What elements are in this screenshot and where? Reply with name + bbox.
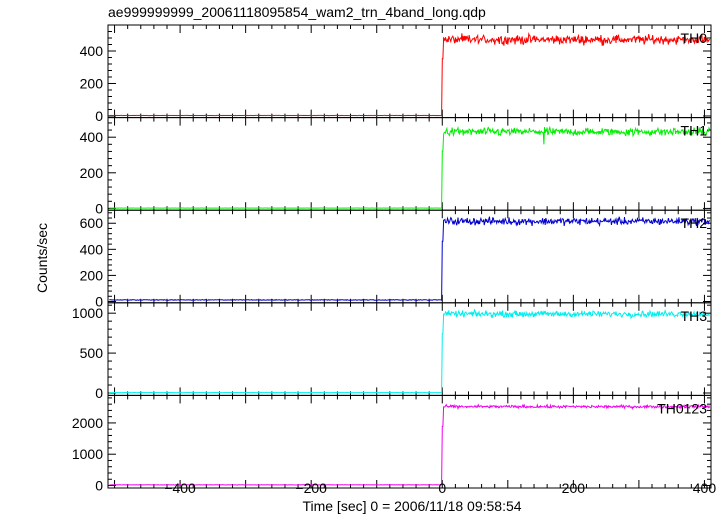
series-label-th1: TH1 [681,123,708,139]
panel-frame-th2 [107,209,712,304]
y-axis-label: Counts/sec [34,222,50,294]
x-tick-label: 0 [438,480,446,496]
y-tick-label-th3: 0 [95,385,103,401]
y-tick-label-th1: 200 [80,165,104,181]
series-line-th0 [109,31,711,117]
x-tick-label: −200 [295,480,327,496]
y-tick-label-th3: 1000 [72,305,103,321]
y-tick-label-th0123: 1000 [72,446,103,462]
x-tick-label: −400 [164,480,196,496]
x-axis-label: Time [sec] 0 = 2006/11/18 09:58:54 [302,498,522,514]
y-tick-label-th0: 200 [80,75,104,91]
y-tick-label-th0: 0 [95,108,103,124]
panel-frame-th1 [107,117,712,211]
series-label-th0: TH0 [681,30,708,46]
y-tick-label-th1: 400 [80,129,104,145]
panel-frame-th0123 [107,394,712,489]
x-tick-label: 200 [562,480,586,496]
y-tick-label-th2: 400 [80,241,104,257]
y-tick-label-th1: 0 [95,200,103,216]
y-tick-label-th2: 600 [80,215,104,231]
series-line-th3 [109,308,711,394]
y-tick-label-th0123: 2000 [72,415,103,431]
y-tick-label-th0123: 0 [95,477,103,493]
series-line-th0123 [109,403,711,486]
y-tick-label-th3: 500 [80,345,104,361]
y-tick-label-th0: 400 [80,43,104,59]
series-line-th2 [109,216,711,302]
y-tick-label-th2: 200 [80,267,104,283]
x-tick-label: 400 [693,480,717,496]
chart-title: ae999999999_20061118095854_wam2_trn_4ban… [108,4,486,20]
series-label-th3: TH3 [681,308,708,324]
series-line-th1 [109,125,711,209]
series-label-th2: TH2 [681,215,708,231]
y-tick-label-th2: 0 [95,293,103,309]
series-label-th0123: TH0123 [657,400,707,416]
panel-frame-th0 [107,24,712,119]
panel-frame-th3 [107,302,712,396]
